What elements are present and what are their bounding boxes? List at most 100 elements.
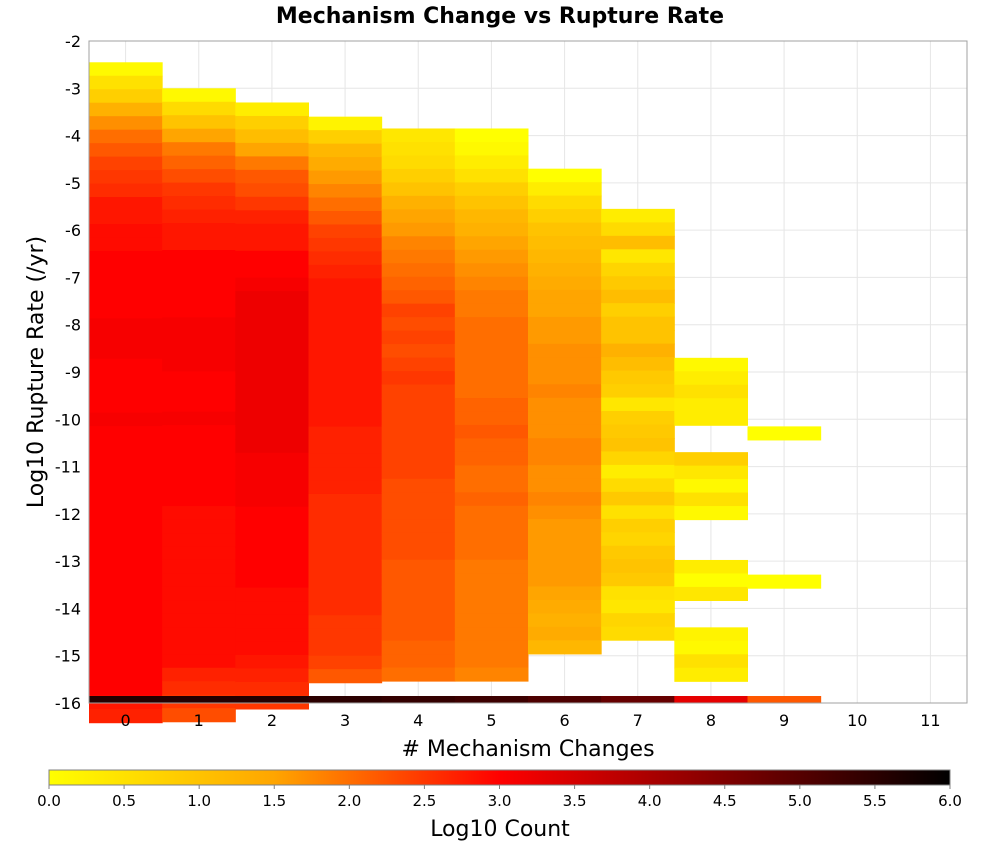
heatmap-cell (235, 506, 309, 521)
heatmap-cell (235, 681, 309, 697)
heatmap-cell (454, 640, 529, 655)
heatmap-cell (162, 708, 236, 723)
y-tick-label: -2 (65, 32, 81, 51)
heatmap-cell (162, 600, 236, 615)
heatmap-cell (162, 627, 236, 642)
heatmap-cell (454, 195, 529, 210)
heatmap-cell (89, 682, 163, 697)
heatmap-cell (308, 507, 383, 522)
heatmap-cell (308, 588, 383, 603)
heatmap-cell (235, 102, 309, 117)
y-tick-label: -7 (65, 268, 81, 287)
heatmap-cell (162, 371, 236, 386)
heatmap-cell (381, 586, 456, 601)
colorbar-tick-label: 4.0 (638, 792, 662, 810)
heatmap-cell (162, 384, 236, 399)
heatmap-cell (235, 696, 309, 703)
heatmap-cell (89, 102, 163, 117)
heatmap-cell (89, 116, 163, 131)
colorbar-ticks: 0.0 0.5 1.0 1.5 2.0 2.5 3.0 3.5 4.0 4.5 5.0 5.5 6.0 (37, 785, 962, 810)
heatmap-cell (89, 62, 163, 77)
heatmap-cell (89, 560, 163, 575)
heatmap-cell (528, 465, 602, 480)
heatmap-cell (235, 574, 309, 589)
heatmap-cell (454, 249, 529, 264)
heatmap-cell (674, 398, 748, 413)
heatmap-cell (381, 168, 456, 183)
heatmap-cell (162, 465, 236, 480)
heatmap-cell (308, 305, 383, 320)
heatmap-cell (162, 250, 236, 265)
heatmap-cell (674, 452, 748, 467)
heatmap-cell (308, 359, 383, 374)
heatmap-cell (381, 128, 456, 143)
x-tick-label: 10 (847, 711, 867, 730)
y-tick-label: -8 (65, 316, 81, 335)
heatmap-cell (308, 237, 383, 253)
heatmap-cell (89, 156, 163, 171)
heatmap-cell (601, 599, 675, 614)
x-axis-ticks: 0 1 2 3 4 5 6 7 8 9 10 11 (120, 711, 940, 730)
heatmap-cell (235, 264, 309, 279)
heatmap-cell (162, 303, 236, 318)
heatmap-cell (308, 696, 383, 703)
heatmap-cell (89, 655, 163, 670)
heatmap-cell (528, 613, 602, 628)
heatmap-cell (454, 532, 529, 547)
x-tick-label: 1 (194, 711, 204, 730)
heatmap-cell (308, 628, 383, 643)
heatmap-cell (601, 518, 675, 533)
heatmap-cell (89, 614, 163, 629)
heatmap-cell (454, 276, 529, 291)
heatmap-cell (162, 88, 236, 103)
heatmap-cell (454, 424, 529, 440)
y-tick-label: -14 (55, 599, 81, 618)
heatmap-cell (747, 426, 822, 441)
colorbar-tick-label: 4.5 (713, 792, 737, 810)
heatmap-cell (601, 491, 675, 506)
colorbar-tick-label: 2.0 (337, 792, 361, 810)
heatmap-cell (601, 357, 675, 372)
heatmap-cell (528, 370, 602, 385)
heatmap-cell (308, 520, 383, 536)
heatmap-cell (308, 534, 383, 549)
heatmap-cell (89, 533, 163, 549)
heatmap-cell (89, 183, 163, 198)
heatmap-cell (235, 641, 309, 656)
heatmap-cell (308, 143, 383, 158)
heatmap-cell (381, 357, 456, 372)
heatmap-cell (454, 357, 529, 372)
heatmap-cell (235, 210, 309, 225)
heatmap-cell (674, 696, 748, 703)
heatmap-cell (89, 237, 163, 252)
heatmap-cell (381, 303, 456, 318)
heatmap-cell (601, 289, 675, 304)
heatmap-cell (162, 330, 236, 345)
colorbar-tick-label: 1.0 (187, 792, 211, 810)
heatmap-cell (454, 667, 529, 682)
heatmap-cell (308, 386, 383, 401)
heatmap-cell (454, 398, 529, 413)
heatmap-cell (528, 505, 602, 520)
heatmap-cell (235, 318, 309, 333)
heatmap-cell (308, 399, 383, 414)
heatmap-cell (528, 357, 602, 372)
heatmap-cells (89, 62, 822, 724)
heatmap-cell (601, 316, 675, 331)
heatmap-cell (235, 129, 309, 144)
heatmap-cell (308, 264, 383, 279)
heatmap-cell (89, 385, 163, 400)
heatmap-cell (162, 317, 236, 332)
heatmap-cell (454, 371, 529, 386)
heatmap-cell (528, 236, 602, 251)
heatmap-cell (674, 384, 748, 399)
heatmap-cell (674, 411, 748, 426)
heatmap-cell (454, 290, 529, 305)
heatmap-cell (89, 331, 163, 346)
heatmap-cell (89, 453, 163, 468)
heatmap-cell (235, 412, 309, 427)
heatmap-cell (162, 681, 236, 696)
heatmap-cell (235, 628, 309, 643)
x-tick-label: 6 (559, 711, 569, 730)
heatmap-cell (454, 168, 529, 183)
